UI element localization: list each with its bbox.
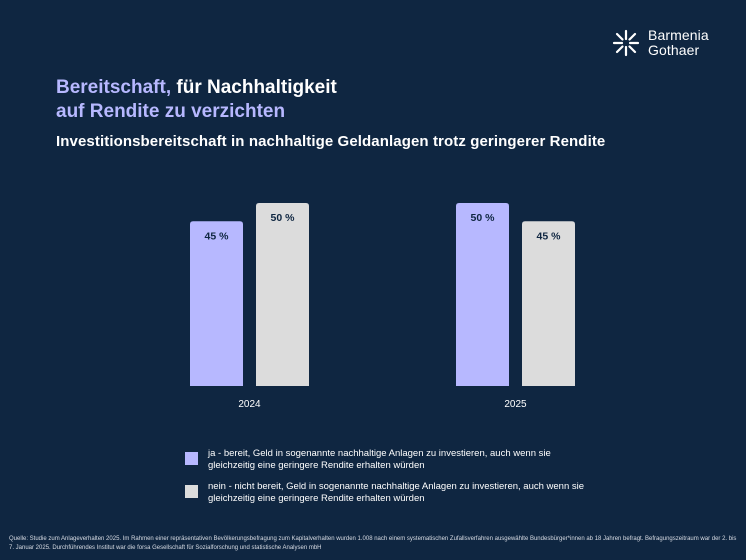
legend-label-ja: ja - bereit, Geld in sogenannte nachhalt… [208,448,551,471]
bar-label-2024-series-1: 45 % [205,230,230,242]
title-rest: für Nachhaltigkeit [171,77,337,98]
bar-label-2025-series-1: 50 % [471,212,496,224]
category-label-2024: 2024 [238,399,261,410]
brand-line-1: Barmenia [648,27,709,43]
chart-subtitle: Investitionsbereitschaft in nachhaltige … [56,133,606,150]
bar-2024-series-2 [256,203,309,386]
legend-item-nein: nein - nicht bereit, Geld in sogenannte … [185,481,585,505]
title-accent: Bereitschaft, [56,77,172,98]
legend-item-ja: ja - bereit, Geld in sogenannte nachhalt… [185,448,585,472]
brand-name: Barmenia Gothaer [648,28,709,58]
bar-2025-series-2 [522,221,575,386]
bar-label-2024-series-2: 50 % [271,212,296,224]
brand-line-2: Gothaer [648,42,700,58]
source-note: Quelle: Studie zum Anlageverhalten 2025.… [9,536,737,551]
legend-swatch-ja [185,452,198,465]
chart-legend: ja - bereit, Geld in sogenannte nachhalt… [185,448,585,514]
starburst-logo-icon [612,29,640,57]
legend-swatch-nein [185,485,198,498]
brand-logo: Barmenia Gothaer [612,28,709,58]
category-label-2025: 2025 [504,399,527,410]
title-line-2: auf Rendite zu verzichten [56,101,286,122]
legend-label-nein: nein - nicht bereit, Geld in sogenannte … [208,481,585,504]
bar-label-2025-series-2: 45 % [537,230,562,242]
bar-2024-series-1 [190,221,243,386]
page-title: Bereitschaft, für Nachhaltigkeit auf Ren… [56,76,337,124]
bar-2025-series-1 [456,203,509,386]
